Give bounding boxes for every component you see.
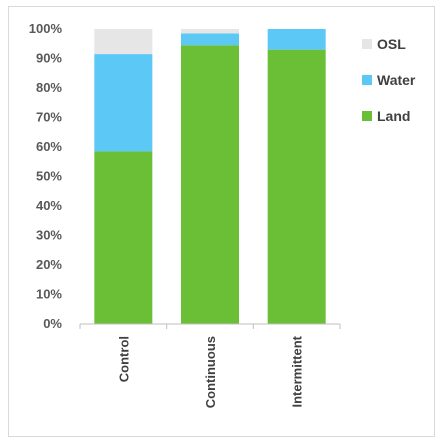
bar-control-water <box>94 54 153 152</box>
x-category-label: Intermittent <box>290 335 305 407</box>
y-tick-label: 30% <box>36 228 62 243</box>
y-tick-label: 50% <box>36 169 62 184</box>
bar-intermittent-land <box>267 49 326 325</box>
legend-label-water: Water <box>377 72 416 88</box>
bar-continuous-osl <box>181 29 239 34</box>
bars <box>94 29 326 325</box>
y-tick-label: 40% <box>36 198 62 213</box>
y-tick-label: 0% <box>43 316 62 331</box>
x-axis-category-labels: Control Continuous Intermittent <box>116 335 304 408</box>
x-axis-ticks <box>79 324 341 329</box>
bar-continuous-land <box>181 45 239 324</box>
bar-continuous-water <box>181 33 239 46</box>
legend: OSL Water Land <box>362 36 416 124</box>
bar-control-land <box>94 151 153 324</box>
legend-swatch-osl <box>362 39 372 49</box>
y-tick-label: 60% <box>36 139 62 154</box>
y-tick-label: 20% <box>36 257 62 272</box>
legend-label-land: Land <box>377 108 410 124</box>
y-axis-tick-labels: 0% 10% 20% 30% 40% 50% 60% 70% 80% 90% 100% <box>29 21 63 331</box>
legend-label-osl: OSL <box>377 36 406 52</box>
legend-swatch-land <box>362 111 372 121</box>
y-tick-label: 100% <box>29 21 63 36</box>
y-tick-label: 80% <box>36 80 62 95</box>
bar-control-osl <box>94 29 153 55</box>
x-category-label: Control <box>116 336 131 382</box>
y-tick-label: 70% <box>36 110 62 125</box>
y-tick-label: 90% <box>36 51 62 66</box>
bar-intermittent-water <box>267 29 326 50</box>
legend-swatch-water <box>362 75 372 85</box>
y-tick-label: 10% <box>36 287 62 302</box>
x-category-label: Continuous <box>203 336 218 408</box>
